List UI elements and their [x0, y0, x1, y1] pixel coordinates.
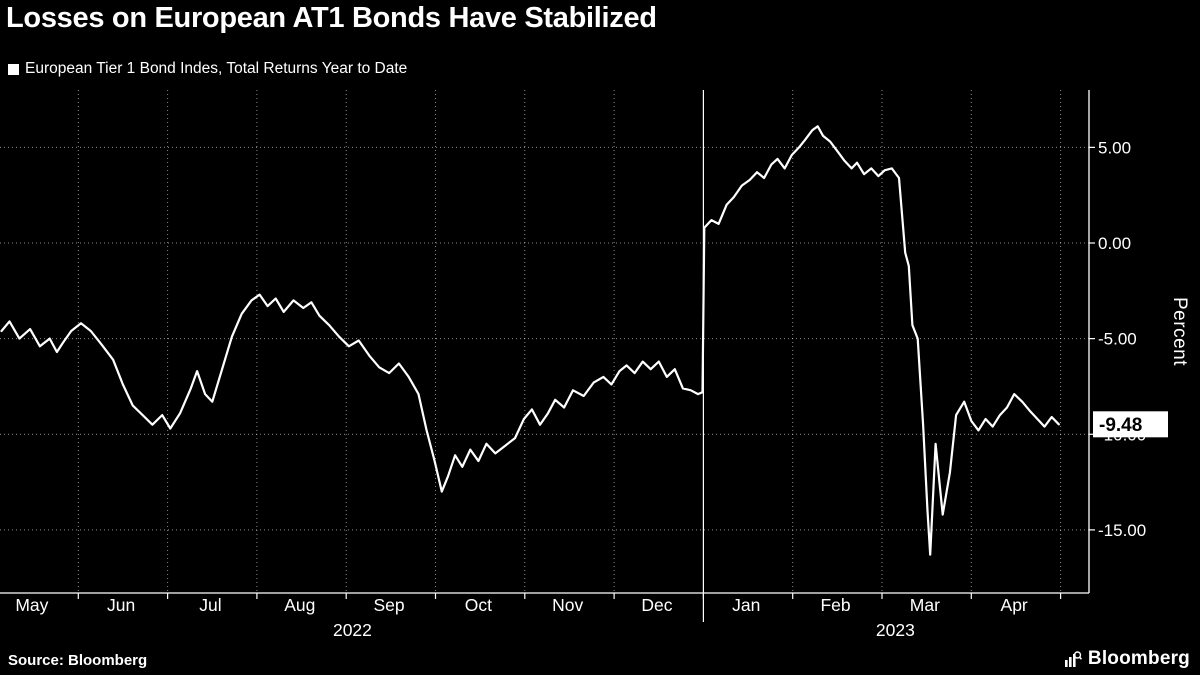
y-axis-title: Percent: [1169, 297, 1190, 366]
series-line: [0, 125, 1060, 556]
bloomberg-logo-icon: [1064, 651, 1082, 667]
x-tick-label: May: [15, 595, 48, 615]
x-tick-label: Jun: [107, 595, 135, 615]
last-value-badge: [1093, 411, 1168, 438]
x-tick-label: Sep: [373, 595, 404, 615]
year-label: 2022: [333, 620, 372, 640]
year-label: 2023: [876, 620, 915, 640]
bloomberg-logo: Bloomberg: [1064, 648, 1190, 670]
legend-marker-icon: [8, 63, 19, 75]
chart-area: 5.000.00-5.00-10.00-15.00MayJunJulAugSep…: [0, 85, 1200, 645]
y-tick-label: 0.00: [1098, 234, 1131, 253]
x-tick-label: Feb: [820, 595, 850, 615]
x-tick-label: Mar: [910, 595, 940, 615]
y-tick-label: 5.00: [1098, 138, 1131, 157]
x-tick-label: Dec: [641, 595, 672, 615]
legend-label: European Tier 1 Bond Indes, Total Return…: [25, 60, 408, 77]
chart-canvas: 5.000.00-5.00-10.00-15.00MayJunJulAugSep…: [0, 90, 1168, 640]
legend: European Tier 1 Bond Indes, Total Return…: [8, 60, 407, 78]
source-credit: Source: Bloomberg: [8, 652, 148, 669]
x-tick-label: Aug: [284, 595, 315, 615]
x-tick-label: Apr: [1001, 595, 1028, 615]
x-tick-label: Oct: [465, 595, 492, 615]
x-tick-label: Nov: [552, 595, 583, 615]
page-title: Losses on European AT1 Bonds Have Stabil…: [6, 2, 657, 34]
y-tick-label: -15.00: [1098, 521, 1146, 540]
x-tick-label: Jul: [199, 595, 221, 615]
bloomberg-wordmark: Bloomberg: [1087, 648, 1190, 669]
y-tick-label: -5.00: [1098, 330, 1137, 349]
x-tick-label: Jan: [732, 595, 760, 615]
last-value-label: -9.48: [1099, 415, 1142, 436]
